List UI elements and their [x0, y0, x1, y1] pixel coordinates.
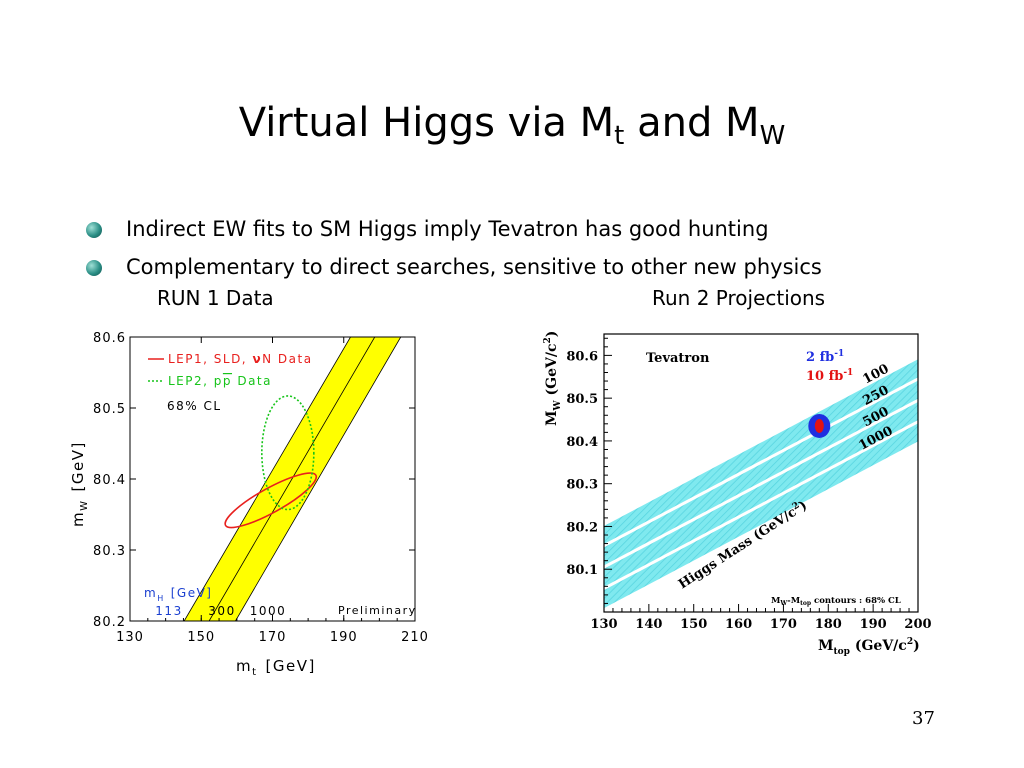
band-value-1000: 1000 — [250, 604, 287, 618]
x-tick-label: 190 — [860, 617, 887, 632]
page-number: 37 — [912, 708, 935, 729]
x-tick-label: 180 — [815, 617, 842, 632]
band-title: mH [GeV] — [144, 586, 212, 603]
x-tick-label: 210 — [401, 630, 429, 645]
preliminary-label: Preliminary — [338, 604, 417, 617]
caption-run1: RUN 1 Data — [157, 286, 274, 310]
x-tick-label: 170 — [259, 630, 287, 645]
title-sub-w: W — [759, 121, 786, 151]
y-axis-label: MW (GeV/c2) — [543, 331, 563, 426]
x-tick-label: 170 — [770, 617, 797, 632]
run2-chart: 130 140 150 160 170 180 190 200 80.6 80.5 80.4 80.3… — [543, 331, 932, 657]
mh-band-250 — [604, 380, 918, 566]
lep2-contour — [261, 395, 315, 511]
y-tick-label: 80.1 — [566, 563, 598, 578]
bullet-item: Indirect EW fits to SM Higgs imply Tevat… — [86, 210, 822, 248]
cl-label: 68% CL — [167, 399, 222, 413]
x-tick-label: 140 — [635, 617, 662, 632]
legend-label-lep1: LEP1, SLD, νN Data — [168, 352, 313, 366]
legend-2fb: 2 fb-1 — [806, 349, 844, 365]
chart-title-tevatron: Tevatron — [646, 351, 710, 366]
y-tick-label: 80.6 — [566, 349, 598, 364]
y-tick-label: 80.3 — [93, 544, 126, 559]
mh-line-1000 — [183, 337, 351, 621]
legend-label-lep2: LEP2, pp Data — [168, 374, 272, 388]
mh-band-1000 — [604, 423, 918, 609]
mh-band-100 — [604, 359, 918, 545]
x-tick-label: 160 — [725, 617, 752, 632]
x-tick-label: 130 — [116, 630, 144, 645]
mh-line-300 — [208, 337, 376, 621]
title-sub-t: t — [614, 121, 625, 151]
bullet-item: Complementary to direct searches, sensit… — [86, 248, 822, 286]
run1-chart: 130 150 170 190 210 80.6 80.5 80.4 80.3 80.2 LEP1… — [69, 331, 429, 678]
contours-note: MW-Mtop contours : 68% CL — [771, 596, 901, 607]
x-tick-label: 150 — [680, 617, 707, 632]
y-tick-label: 80.6 — [93, 331, 126, 346]
lep1-contour — [224, 472, 318, 529]
y-tick-label: 80.4 — [93, 473, 126, 488]
x-tick-label: 200 — [904, 617, 931, 632]
x-tick-label: 150 — [187, 630, 215, 645]
x-tick-label: 130 — [590, 617, 617, 632]
y-tick-label: 80.2 — [93, 615, 126, 630]
x-axis-label: Mtop (GeV/c2) — [818, 637, 920, 657]
x-tick-label: 190 — [330, 630, 358, 645]
y-tick-label: 80.3 — [566, 478, 598, 493]
bullet-text: Complementary to direct searches, sensit… — [126, 255, 822, 279]
y-axis-label: mW[GeV] — [69, 441, 90, 527]
bullet-list: Indirect EW fits to SM Higgs imply Tevat… — [86, 210, 822, 286]
plot-frame — [603, 333, 919, 613]
x-axis-label: mt [GeV] — [236, 657, 316, 678]
band-value-300: 300 — [208, 604, 235, 618]
y-tick-label: 80.4 — [566, 435, 598, 450]
teal-sphere-bullet-icon — [86, 222, 102, 238]
y-tick-label: 80.5 — [566, 392, 598, 407]
teal-sphere-bullet-icon — [86, 260, 102, 276]
bullet-text: Indirect EW fits to SM Higgs imply Tevat… — [126, 217, 769, 241]
mh-band-fill — [184, 337, 401, 621]
legend-10fb: 10 fb-1 — [806, 368, 853, 384]
slide-title: Virtual Higgs via Mt and MW — [0, 100, 1024, 151]
caption-run2: Run 2 Projections — [652, 286, 826, 310]
mh-line-113 — [235, 337, 402, 621]
title-main: Virtual Higgs via M — [238, 100, 615, 146]
y-tick-label: 80.2 — [566, 520, 598, 535]
y-tick-label: 80.5 — [93, 402, 126, 417]
band-value-113: 113 — [155, 604, 182, 618]
projection-10fb-marker — [814, 418, 824, 433]
title-mid: and M — [624, 100, 760, 146]
mh-band-500 — [604, 401, 918, 587]
